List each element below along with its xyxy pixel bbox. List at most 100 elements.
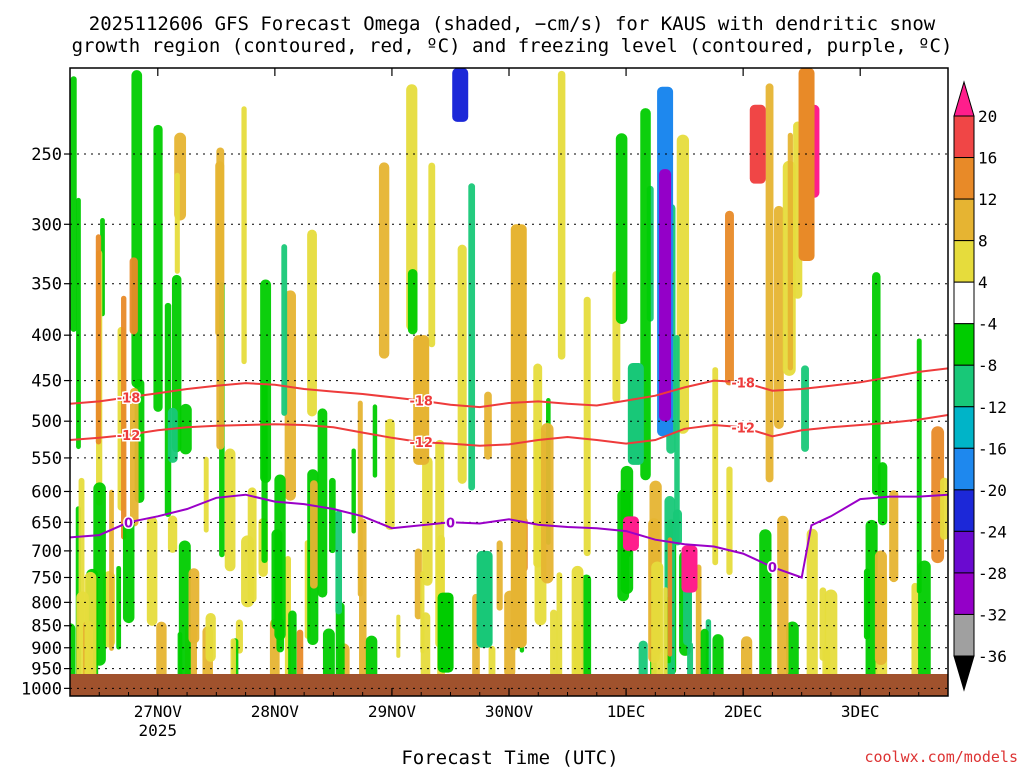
colorbar-swatch (953, 115, 975, 159)
omega-streak (667, 537, 673, 657)
colorbar-bottom-triangle (953, 655, 975, 692)
omega-streak (726, 466, 733, 575)
omega-streak (414, 548, 422, 620)
omega-streak (422, 456, 433, 586)
contour-label: -12 (117, 429, 141, 444)
omega-streak (777, 515, 789, 678)
colorbar-swatch (953, 323, 975, 366)
omega-streak (911, 582, 919, 689)
colorbar-swatch (953, 572, 975, 615)
omega-streak (759, 529, 772, 681)
omega-streak (274, 474, 286, 641)
omega-streak (819, 587, 827, 661)
omega-streak (874, 550, 887, 665)
colorbar-label: -28 (978, 564, 1007, 583)
omega-patch (476, 550, 493, 648)
omega-streak (378, 162, 390, 359)
omega-streak (153, 124, 163, 412)
credit-text: coolwx.com/models (864, 748, 1018, 766)
omega-streak (93, 482, 106, 666)
x-tick-label: 1DEC (607, 702, 646, 721)
omega-streak (484, 391, 492, 460)
omega-streak (203, 456, 209, 533)
omega-streak (712, 367, 719, 566)
colorbar-label: 20 (978, 107, 997, 126)
colorbar-label: -20 (978, 481, 1007, 500)
x-tick-label: 29NOV (368, 702, 417, 721)
y-tick-label: 550 (31, 449, 62, 469)
colorbar-label: -8 (978, 356, 997, 375)
omega-streak (109, 489, 114, 651)
omega-streak (385, 418, 395, 531)
omega-streak (164, 302, 172, 517)
omega-streak (84, 571, 97, 681)
omega-streak (725, 210, 734, 386)
omega-streak (179, 403, 192, 455)
omega-streak (428, 162, 436, 348)
x-tick-label: 30NOV (485, 702, 534, 721)
omega-streak (70, 76, 77, 332)
omega-streak (457, 244, 467, 484)
omega-streak (468, 183, 476, 491)
omega-streak (351, 448, 356, 534)
omega-streak (224, 448, 236, 572)
omega-streak (129, 257, 138, 335)
contour-label: -18 (731, 376, 755, 391)
omega-streak (156, 621, 167, 689)
colorbar-label: 4 (978, 273, 988, 292)
omega-streak (916, 338, 922, 594)
omega-shading (70, 68, 948, 689)
contour-m18 (70, 367, 948, 409)
colorbar-swatch (953, 364, 975, 408)
omega-streak (676, 134, 690, 434)
x-tick-label: 2DEC (724, 702, 763, 721)
colorbar-swatch (953, 447, 975, 491)
omega-streak (281, 244, 288, 416)
omega-streak (205, 613, 216, 662)
contour-label: 0 (446, 516, 455, 531)
omega-streak (167, 515, 178, 553)
omega-streak (700, 628, 709, 689)
omega-streak (322, 628, 335, 689)
omega-patch (749, 104, 766, 184)
omega-streak (787, 132, 793, 371)
omega-streak (556, 572, 563, 689)
omega-streak (70, 623, 76, 688)
omega-streak (663, 587, 668, 689)
omega-streak (329, 477, 336, 554)
colorbar-label: -24 (978, 522, 1007, 541)
contour-label: 0 (768, 561, 777, 576)
omega-streak (216, 147, 225, 450)
omega-patch (452, 68, 469, 122)
y-tick-label: 450 (31, 372, 62, 392)
y-tick-label: 700 (31, 542, 62, 562)
y-tick-label: 850 (31, 617, 62, 637)
colorbar-swatch (953, 281, 975, 325)
omega-streak (116, 565, 122, 650)
omega-streak (496, 540, 503, 611)
colorbar-label: -16 (978, 439, 1007, 458)
colorbar: 20 16 12 8 4 -4 -8 -12 -16 -20 -24 -28 -32 -36 (953, 80, 1007, 692)
colorbar-swatch (953, 157, 975, 200)
omega-streak (359, 518, 367, 683)
chart-title-line2: growth region (contoured, red, ºC) and f… (72, 35, 953, 57)
omega-patch (622, 516, 639, 551)
y-tick-label: 1000 (21, 679, 62, 699)
x-axis-title: Forecast Time (UTC) (401, 747, 618, 768)
colorbar-swatch (953, 240, 975, 283)
y-tick-label: 400 (31, 326, 62, 346)
chart-title-line1: 2025112606 GFS Forecast Omega (shaded, −… (89, 13, 936, 35)
omega-streak (420, 571, 425, 654)
omega-streak (557, 70, 566, 360)
contour-label: -18 (117, 391, 141, 406)
omega-streak (76, 197, 81, 450)
ground-terrain (70, 674, 948, 696)
colorbar-swatch (953, 613, 975, 657)
omega-streak (865, 519, 878, 689)
omega-streak (806, 528, 818, 682)
omega-streak (615, 133, 628, 324)
contour-0 (70, 493, 948, 579)
contour-label: -12 (731, 421, 755, 436)
